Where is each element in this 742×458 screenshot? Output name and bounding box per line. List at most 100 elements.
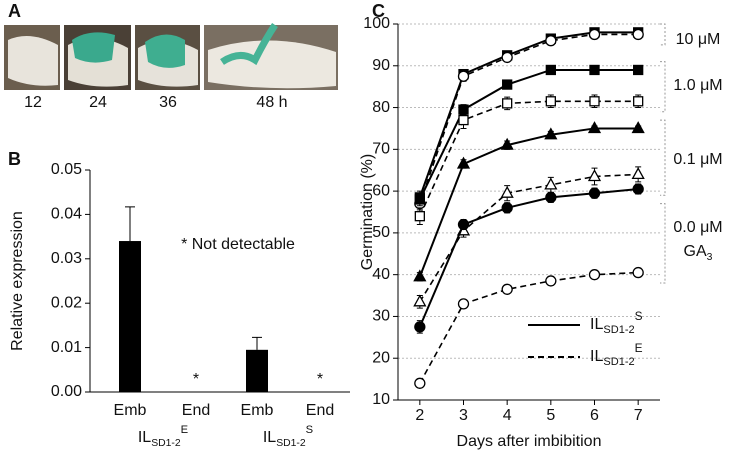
sup: E <box>181 424 188 436</box>
y-tick-label: 90 <box>372 57 390 74</box>
y-tick-label: 40 <box>372 266 390 283</box>
y-tick-label: 0.04 <box>51 206 82 223</box>
marker <box>456 156 471 169</box>
x-tick-label: 5 <box>546 407 555 424</box>
sup: S <box>635 309 643 323</box>
concentration-label: 1.0 μM <box>673 77 722 94</box>
bar <box>246 349 268 392</box>
marker <box>631 167 645 180</box>
marker <box>587 169 602 182</box>
x-tick-label: End <box>182 402 210 419</box>
marker <box>633 64 644 76</box>
marker <box>545 35 557 47</box>
marker <box>588 187 601 199</box>
marker <box>501 202 513 214</box>
x-tick-label: Emb <box>114 402 147 419</box>
marker <box>544 127 558 140</box>
marker <box>414 194 425 205</box>
base: IL <box>138 429 151 446</box>
base: IL <box>590 348 603 365</box>
photos <box>4 23 338 90</box>
rich-label: ILSD1-2E <box>590 341 643 368</box>
marker <box>631 121 645 134</box>
error-bar <box>252 336 262 350</box>
marker <box>413 269 427 282</box>
bracket <box>660 203 666 284</box>
marker <box>632 183 644 195</box>
x-tick-label: End <box>306 402 334 419</box>
panel-label: B <box>8 149 21 169</box>
value-label: * <box>193 371 199 388</box>
rich-label: ILSD1-2E <box>138 424 188 449</box>
panel-label: C <box>372 1 385 21</box>
y-axis-title: Germination (%) <box>359 154 376 270</box>
y-axis-title: Relative expression <box>9 211 26 351</box>
marker <box>501 283 513 295</box>
concentration-label: 0.1 μM <box>673 151 722 168</box>
time-label: 36 <box>159 94 177 111</box>
marker <box>414 321 426 333</box>
error-bar <box>125 206 135 242</box>
sub: SD1-2 <box>151 438 181 449</box>
rich-label: ILSD1-2S <box>590 309 643 336</box>
x-tick-label: Emb <box>241 402 274 419</box>
time-label: 12 <box>24 94 42 111</box>
y-tick-label: 0.05 <box>51 161 82 178</box>
sub: SD1-2 <box>603 324 634 336</box>
marker <box>414 211 425 222</box>
bracket <box>660 61 666 113</box>
panel-label: A <box>8 1 21 21</box>
y-tick-label: 100 <box>363 15 390 32</box>
line <box>418 127 639 278</box>
y-tick-label: 70 <box>372 141 390 158</box>
marker <box>500 137 514 150</box>
value-label: * <box>317 371 323 388</box>
marker <box>632 266 644 279</box>
sup: S <box>306 424 313 436</box>
marker <box>633 96 644 107</box>
sub: 3 <box>707 252 713 263</box>
marker <box>414 377 426 389</box>
line <box>419 100 639 217</box>
y-tick-label: 0.00 <box>51 383 82 400</box>
annotation: * Not detectable <box>181 236 295 253</box>
concentration-label: 0.0 μM <box>673 219 722 236</box>
rich-label: GA3 <box>684 243 713 263</box>
base: IL <box>263 429 276 446</box>
marker <box>588 269 601 281</box>
marker <box>502 79 513 90</box>
marker <box>588 28 601 41</box>
marker <box>545 64 556 76</box>
x-tick-label: 7 <box>634 407 643 424</box>
x-tick-label: 3 <box>459 407 468 424</box>
y-tick-label: 50 <box>372 224 390 241</box>
sub: SD1-2 <box>276 438 306 449</box>
line <box>418 68 639 200</box>
x-axis-title: Days after imbibition <box>457 433 602 450</box>
sub: SD1-2 <box>603 356 634 368</box>
marker <box>632 28 644 41</box>
line <box>418 188 639 328</box>
line <box>419 33 639 204</box>
y-tick-label: 80 <box>372 99 390 116</box>
time-label: 24 <box>89 94 107 111</box>
y-tick-label: 0.03 <box>51 250 82 267</box>
marker <box>457 70 470 82</box>
concentration-label: 10 μM <box>676 31 721 48</box>
bar <box>119 241 141 392</box>
y-tick-label: 0.01 <box>51 339 82 356</box>
marker <box>589 96 600 107</box>
x-tick-label: 2 <box>415 407 424 424</box>
marker <box>500 185 514 198</box>
time-label: 48 h <box>256 94 287 111</box>
marker <box>502 98 513 109</box>
marker <box>589 64 600 76</box>
y-tick-label: 30 <box>372 308 390 325</box>
y-tick-label: 60 <box>372 182 390 199</box>
sup: E <box>635 341 643 355</box>
marker <box>501 51 513 64</box>
base: IL <box>590 316 603 333</box>
line <box>419 173 639 303</box>
marker <box>457 298 470 310</box>
